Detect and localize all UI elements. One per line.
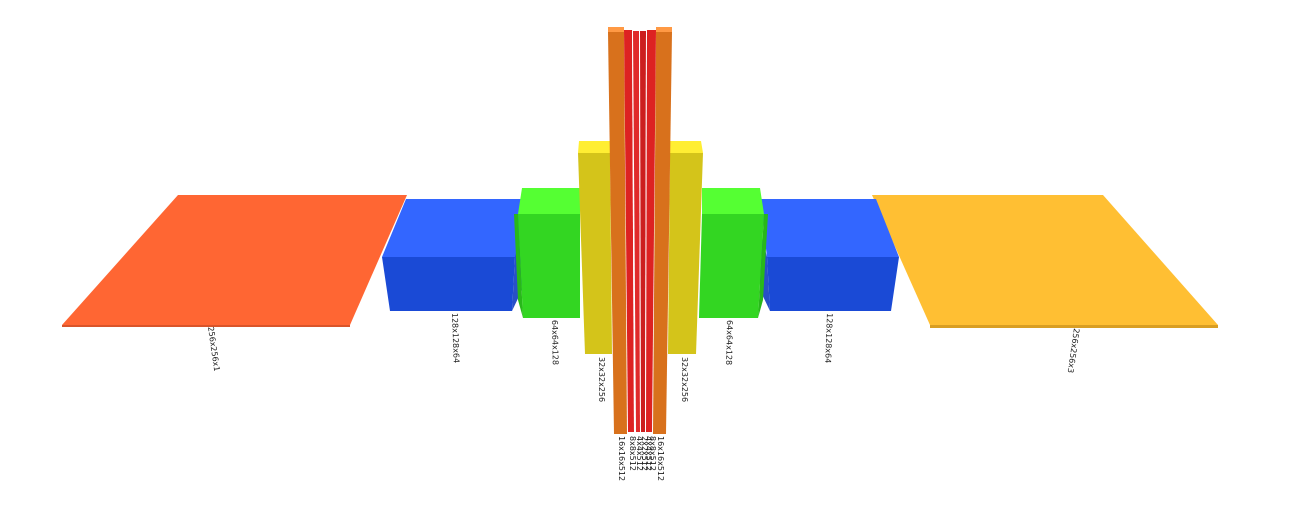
bottleneck-group (624, 30, 656, 432)
label-enc2: 64x64x128 (550, 320, 560, 365)
layer-dec2-64x64x128 (699, 188, 768, 318)
label-dec2: 64x64x128 (724, 320, 734, 365)
label-dec1: 128x128x64 (823, 313, 834, 363)
label-input: 256x256x1 (206, 326, 221, 372)
label-bott1: 8x8x512 (628, 436, 637, 471)
layer-bott1-8x8x512 (624, 30, 634, 432)
label-enc4: 16x16x512 (617, 436, 626, 481)
label-bott3: 2x2x512 (640, 436, 649, 471)
label-dec4: 16x16x512 (656, 436, 665, 481)
layer-output-256x256x3 (872, 195, 1218, 328)
layer-dec1-128x128x64 (760, 199, 899, 311)
layer-enc2-64x64x128 (514, 188, 580, 318)
layer-enc1-128x128x64 (382, 199, 522, 311)
label-bott4: 4x4x512 (644, 436, 653, 471)
label-bott5: 8x8x512 (648, 436, 657, 471)
label-output: 256x256x3 (1066, 328, 1081, 374)
layer-dec3-32x32x256 (668, 141, 703, 354)
label-enc1: 128x128x64 (450, 313, 461, 363)
layer-bott2-4x4x512 (633, 31, 640, 432)
layer-dec4-16x16x512 (653, 27, 672, 434)
layer-input-256x256x1 (62, 195, 407, 327)
layer-bott3-2x2x512 (640, 31, 646, 432)
label-enc3: 32x32x256 (597, 357, 606, 402)
layer-enc3-32x32x256 (578, 141, 612, 354)
label-dec3: 32x32x256 (680, 357, 689, 402)
layer-bott4-4x4x512 (646, 30, 656, 432)
layer-enc4-16x16x512 (608, 27, 627, 434)
label-bott2: 4x4x512 (635, 436, 644, 471)
